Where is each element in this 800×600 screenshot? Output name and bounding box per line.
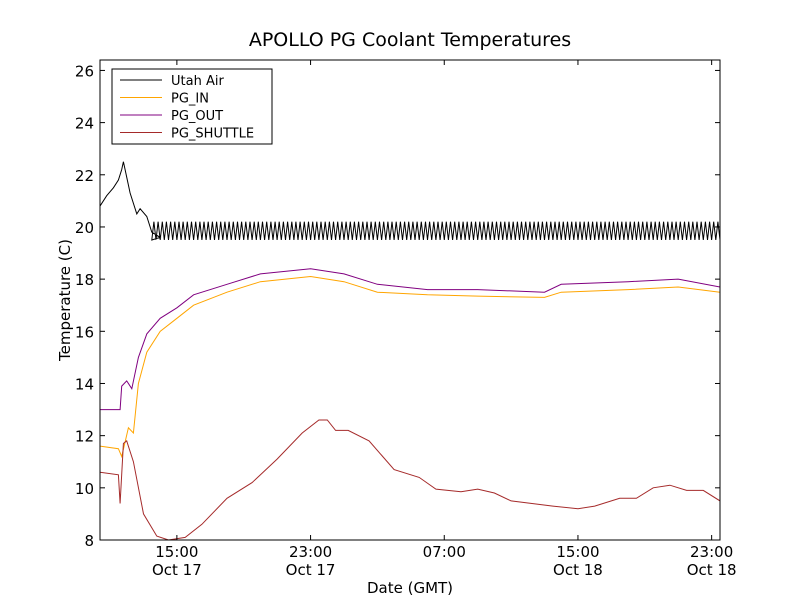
legend-label: PG_IN [171,92,209,107]
y-tick-label: 14 [75,375,94,393]
legend: Utah Air PG_IN PG_OUT PG_SHUTTLE [111,68,273,145]
y-tick-label: 10 [75,480,94,498]
series-layer [100,161,720,540]
y-tick-label: 18 [75,271,94,289]
y-tick-label: 8 [84,532,94,550]
x-tick-time: 23:00 [690,543,733,561]
legend-label: Utah Air [171,74,224,89]
y-tick-label: 16 [75,323,94,341]
legend-box [111,68,273,145]
plot-frame [99,59,721,541]
x-tick-date: Oct 17 [152,561,202,579]
chart-title: APOLLO PG Coolant Temperatures [249,29,571,51]
x-axis-label: Date (GMT) [367,579,453,597]
x-tick-time: 15:00 [556,543,599,561]
x-tick-time: 07:00 [423,543,466,561]
x-tick-date: Oct 17 [286,561,336,579]
series-line-pg-shuttle [100,419,720,540]
series-line-utah-air [100,161,720,241]
series-line-pg-in [100,275,720,459]
x-tick-date: Oct 18 [687,561,737,579]
y-tick-label: 20 [75,219,94,237]
y-axis-label: Temperature (C) [56,239,74,362]
y-tick-label: 24 [75,115,94,133]
series-line-pg-out [100,268,720,411]
x-tick-date: Oct 18 [553,561,603,579]
legend-label: PG_SHUTTLE [171,127,254,142]
legend-label: PG_OUT [171,109,223,124]
y-tick-label: 12 [75,428,94,446]
y-tick-label: 22 [75,167,94,185]
x-tick-time: 23:00 [289,543,332,561]
x-tick-time: 15:00 [155,543,198,561]
y-tick-label: 26 [75,62,94,80]
